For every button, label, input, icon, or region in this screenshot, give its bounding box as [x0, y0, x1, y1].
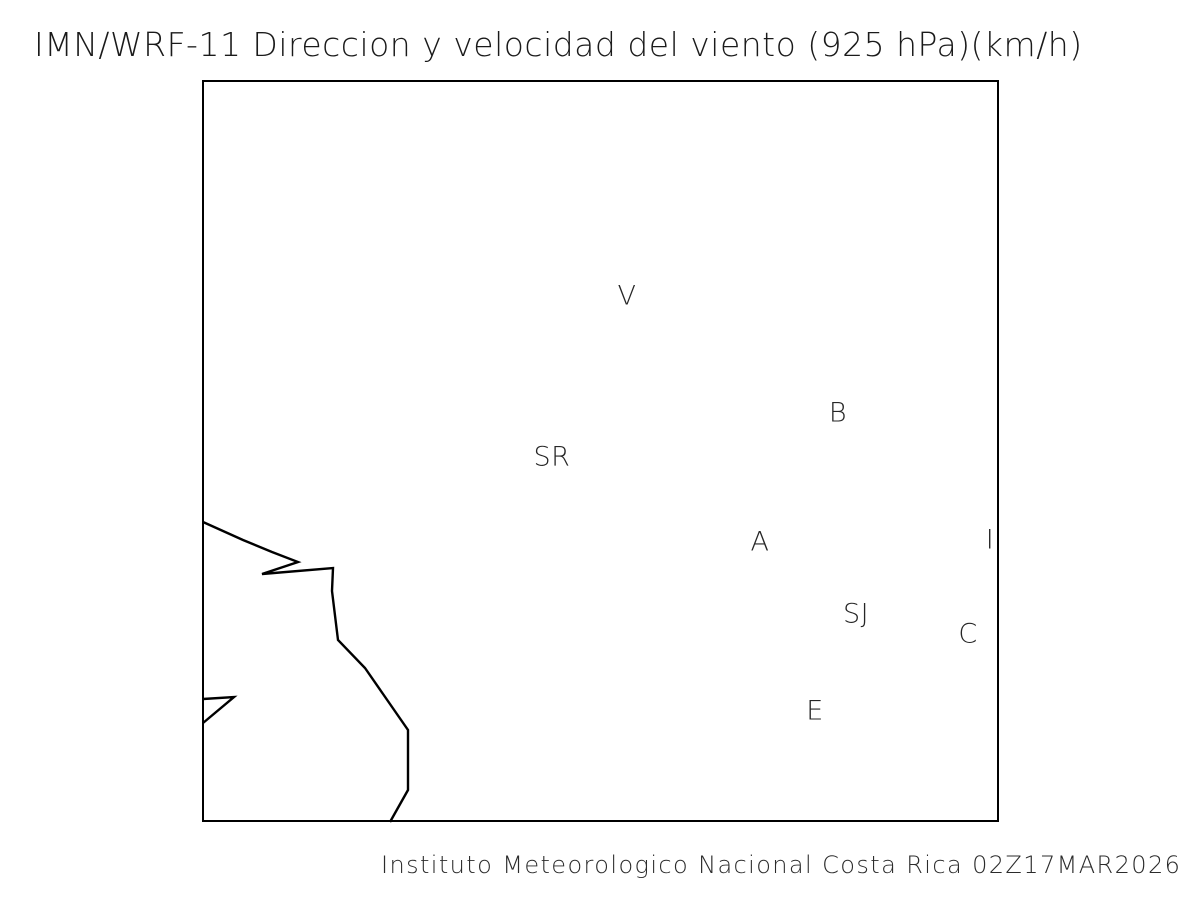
- station-label-sj: SJ: [842, 598, 870, 630]
- station-label-a: A: [750, 526, 770, 558]
- map-plot-frame: [202, 80, 999, 822]
- station-label-b: B: [828, 397, 848, 429]
- station-label-sr: SR: [533, 441, 571, 473]
- station-label-i: I: [985, 524, 995, 556]
- page-title: IMN/WRF-11 Direccion y velocidad del vie…: [34, 25, 1083, 64]
- map-caption: Instituto Meteorologico Nacional Costa R…: [381, 851, 1182, 879]
- station-label-v: V: [617, 280, 637, 312]
- station-label-e: E: [806, 695, 824, 727]
- station-label-c: C: [958, 618, 978, 650]
